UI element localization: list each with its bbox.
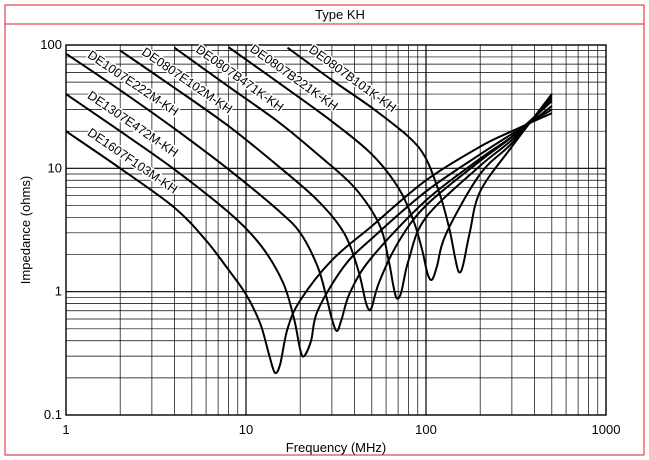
series-line (65, 112, 553, 375)
grid-lines (66, 45, 606, 415)
x-tick-label: 10 (239, 422, 253, 437)
series-line (65, 52, 553, 332)
series-line (65, 93, 553, 358)
figure-frame (4, 4, 645, 456)
y-tick-labels: 0.1 1 10 100 (40, 37, 62, 422)
x-tick-label: 1000 (592, 422, 621, 437)
series-line (286, 46, 553, 274)
chart-title: Type KH (315, 7, 365, 22)
y-tick-label: 1 (55, 284, 62, 299)
x-tick-label: 1 (62, 422, 69, 437)
series-label-text: DE1607F103M-KH (85, 125, 180, 196)
series-curves (65, 46, 553, 375)
series-label: DE1607F103M-KH (83, 124, 181, 198)
series-line (228, 46, 553, 281)
x-axis-label: Frequency (MHz) (286, 440, 386, 455)
y-tick-label: 100 (40, 37, 62, 52)
y-tick-label: 0.1 (44, 407, 62, 422)
series-labels: DE1607F103M-KHDE1307E472M-KHDE1007E222M-… (83, 40, 400, 198)
y-tick-label: 10 (48, 160, 62, 175)
plot-area-border (65, 44, 607, 416)
x-tick-label: 100 (415, 422, 437, 437)
series-line (173, 46, 553, 300)
series-line (119, 49, 553, 312)
x-tick-labels: 1 10 100 1000 (62, 422, 620, 437)
y-axis-label: Impedance (ohms) (18, 176, 33, 284)
